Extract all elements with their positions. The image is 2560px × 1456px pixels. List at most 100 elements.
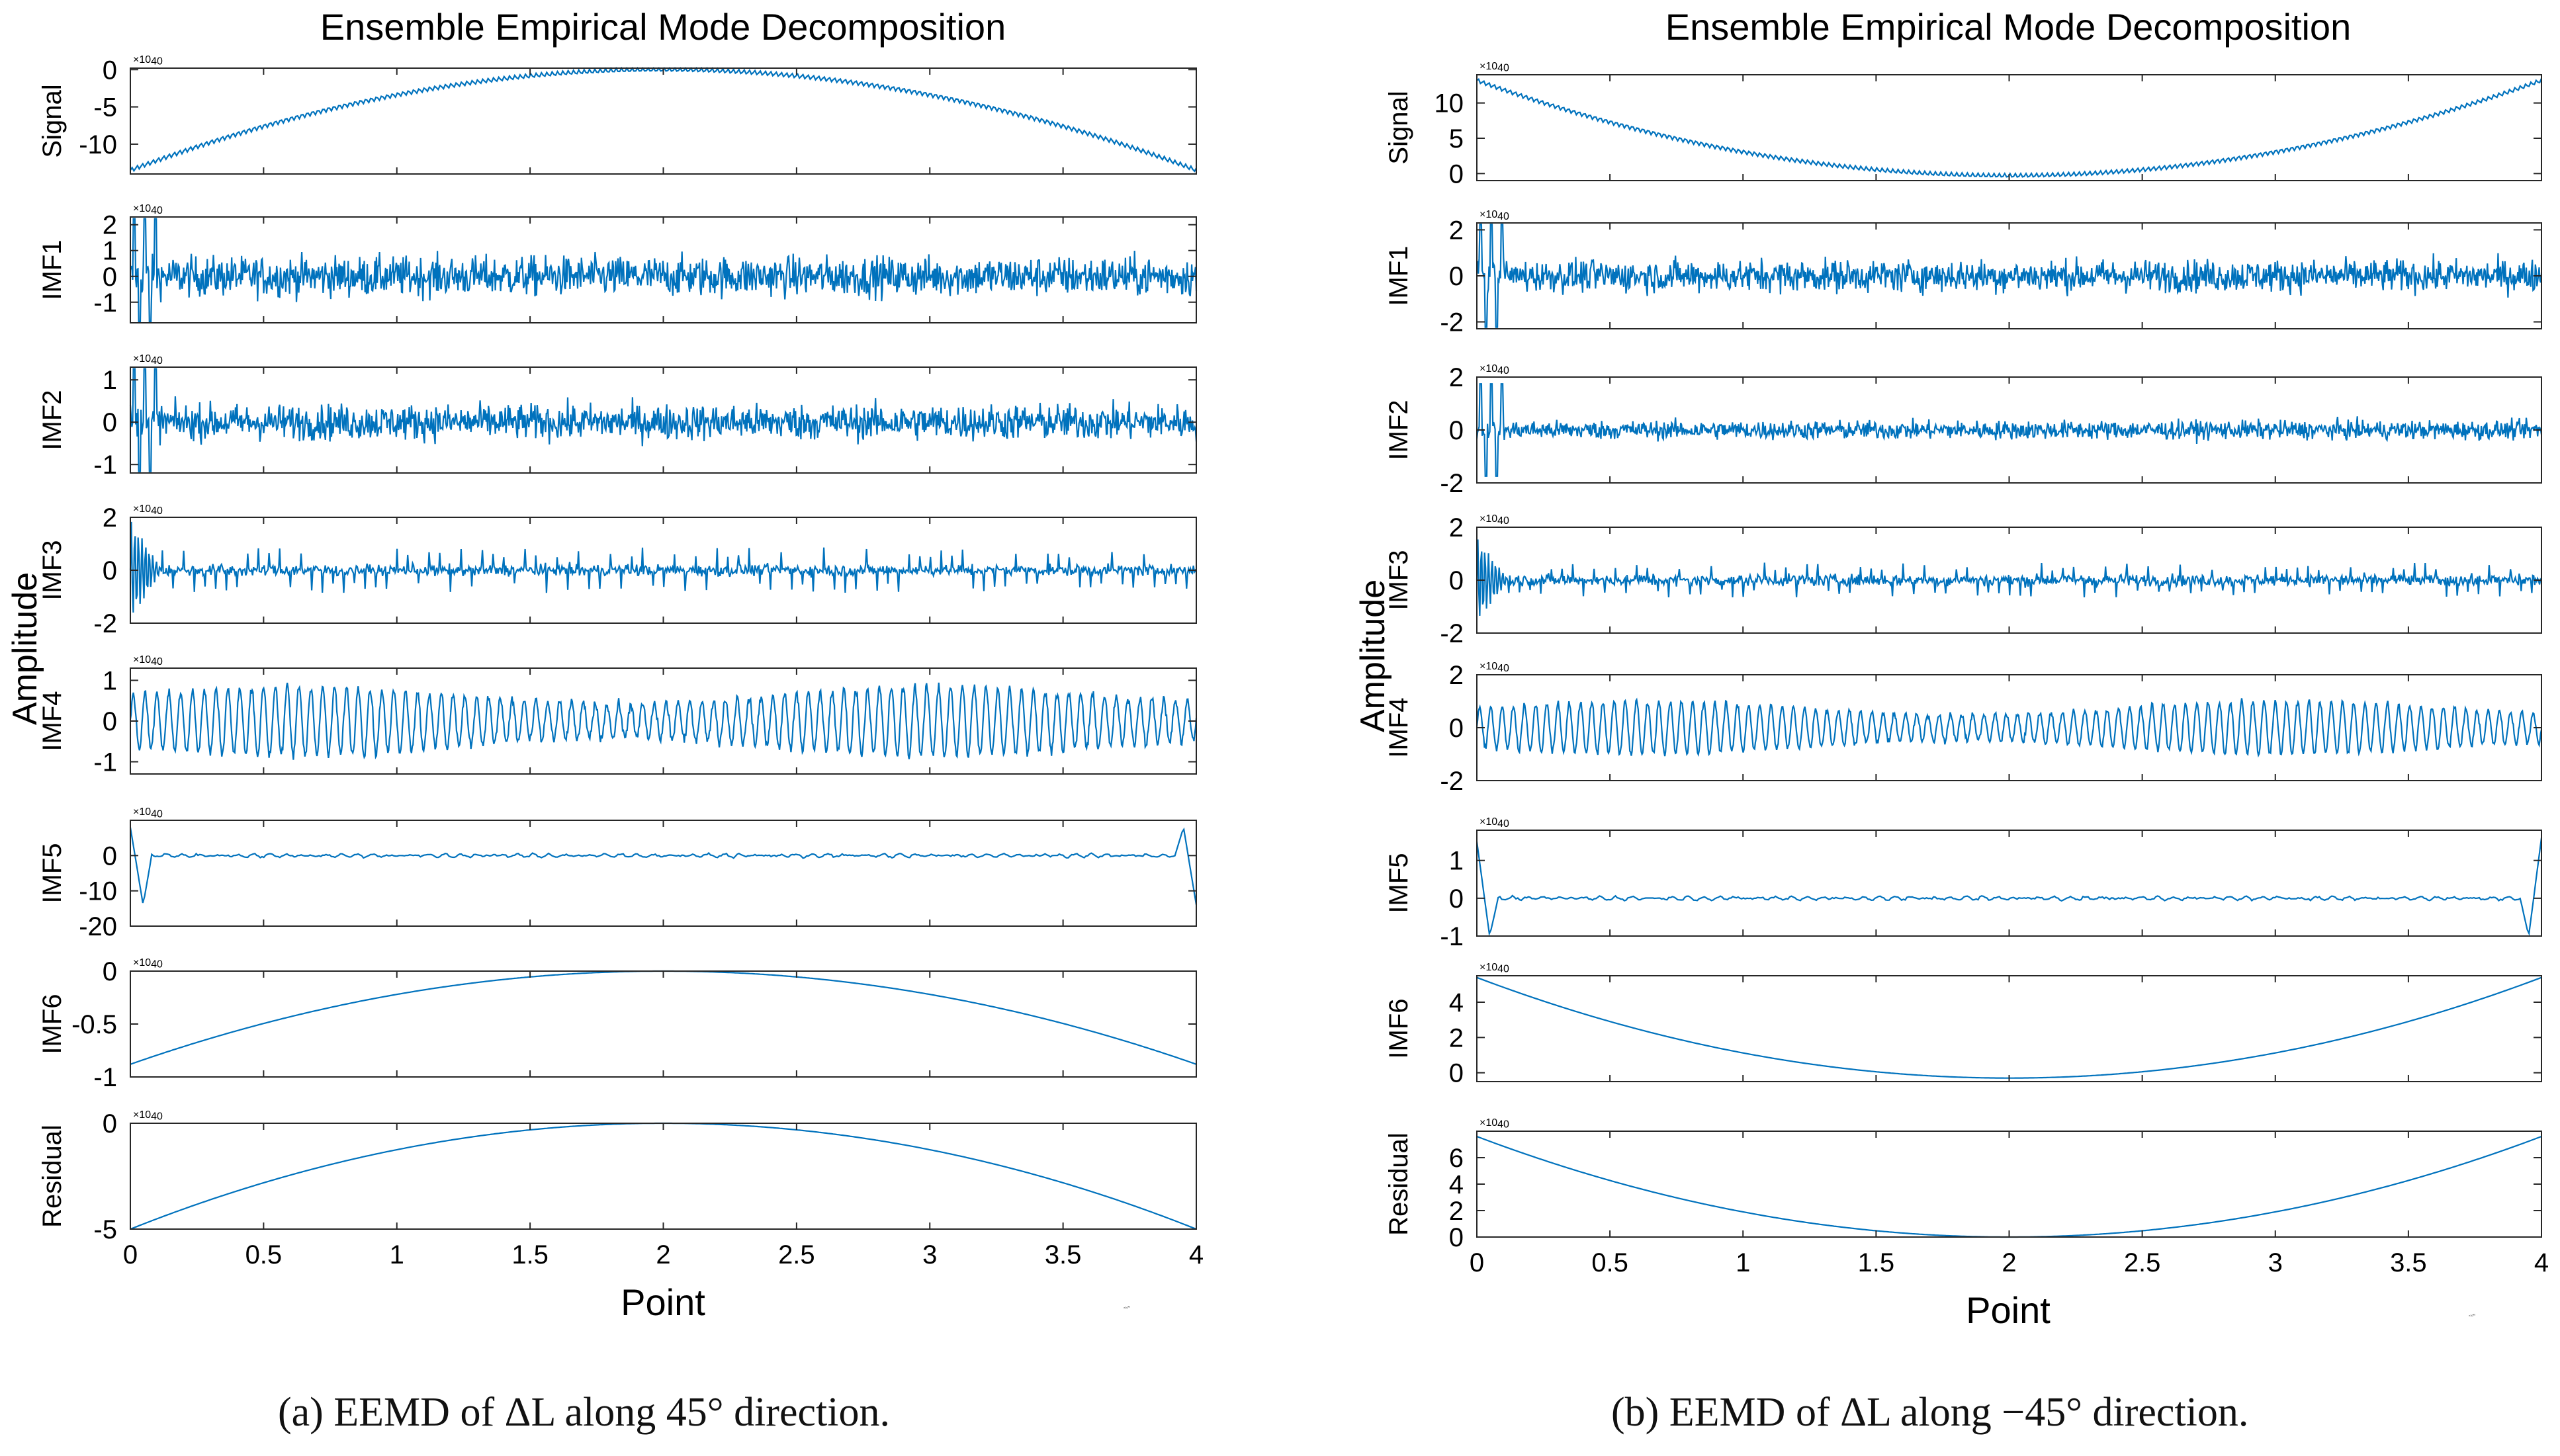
y-tick-label: 0	[1449, 262, 1464, 291]
y-tick-label: 0	[103, 556, 117, 585]
panel-label: IMF3	[38, 540, 67, 600]
y-tick-label: 2	[1449, 216, 1464, 245]
x-tick-label: 3.5	[1045, 1240, 1082, 1269]
series-line-imf1	[1476, 224, 2543, 328]
series-line-imf4	[1476, 697, 2543, 758]
series-line-imf6	[1476, 976, 2542, 1079]
panel-label: Residual	[38, 1125, 67, 1228]
caption-b: (b) EEMD of ΔL along −45° direction.	[1611, 1390, 2249, 1435]
panel-label: IMF1	[1384, 245, 1413, 306]
series-line-signal	[1476, 78, 2543, 178]
y-tick-label: 0	[103, 1109, 117, 1138]
y-exponent-label: ×1040	[1479, 1117, 1509, 1131]
panel-label: Residual	[1384, 1133, 1413, 1236]
y-tick-label: -5	[93, 93, 117, 122]
y-tick-label: 2	[1449, 363, 1464, 392]
series-line-signal	[130, 66, 1197, 173]
panel-label: Signal	[38, 84, 67, 157]
y-axis-label: Amplitude	[1354, 579, 1392, 732]
x-tick-label: 2.5	[778, 1240, 815, 1269]
y-tick-label: 0	[1449, 566, 1464, 595]
panel-label: Signal	[1384, 91, 1413, 164]
y-tick-label: 2	[103, 211, 117, 240]
panel-frame	[1476, 1131, 2542, 1238]
x-tick-label: 2	[2002, 1248, 2016, 1277]
x-tick-label: 2.5	[2124, 1248, 2161, 1277]
y-exponent-label: ×1040	[1479, 61, 1509, 74]
series-line-residual	[130, 1122, 1197, 1230]
chart-a: Ensemble Empirical Mode Decomposition Amp…	[6, 6, 1204, 1323]
y-tick-label: 5	[1449, 124, 1464, 153]
panel-label: IMF1	[38, 239, 67, 300]
y-tick-label: -1	[93, 1063, 117, 1092]
y-exponent-label: ×1040	[133, 957, 163, 970]
series-line-imf3	[129, 521, 1198, 613]
y-tick-label: -5	[93, 1215, 117, 1244]
y-tick-label: 2	[1449, 1197, 1464, 1226]
x-tick-label: 0.5	[245, 1240, 283, 1269]
y-tick-label: 0	[103, 707, 117, 736]
y-tick-label: 1	[103, 366, 117, 395]
y-exponent-label: ×1040	[133, 54, 163, 67]
y-tick-label: -10	[79, 877, 117, 906]
y-tick-label: -2	[1440, 619, 1464, 648]
x-tick-label: 1.5	[1858, 1248, 1895, 1277]
caption-a: (a) EEMD of ΔL along 45° direction.	[278, 1390, 890, 1435]
panel-frame	[130, 67, 1197, 175]
y-tick-label: 4	[1449, 1170, 1464, 1199]
panel-label: IMF2	[38, 390, 67, 450]
x-tick-label: 0.5	[1591, 1248, 1628, 1277]
y-tick-label: 0	[1449, 416, 1464, 445]
series-line-imf2	[129, 368, 1198, 472]
y-tick-label: 0	[103, 263, 117, 292]
x-tick-label: 3.5	[2390, 1248, 2427, 1277]
series-line-residual	[1476, 1135, 2542, 1238]
y-tick-label: -2	[93, 609, 117, 638]
y-tick-label: 0	[103, 841, 117, 871]
x-tick-label: 1	[1736, 1248, 1750, 1277]
y-tick-label: 6	[1449, 1144, 1464, 1173]
y-tick-label: 10	[1434, 89, 1464, 118]
y-tick-label: -1	[93, 450, 117, 480]
series-line-imf5	[1476, 837, 2543, 937]
y-tick-label: 2	[1449, 661, 1464, 690]
panel-imf6: -1 -0.5 0 ×1040 IMF6	[38, 957, 1197, 1092]
y-exponent-label: ×1040	[1479, 363, 1509, 376]
y-tick-label: 1	[103, 666, 117, 695]
y-exponent-label: ×1040	[133, 806, 163, 820]
x-tick-label: 0	[1470, 1248, 1484, 1277]
x-axis-label: Point	[1966, 1289, 2051, 1331]
x-tick-label: 4	[2534, 1248, 2549, 1277]
panel-frame	[130, 970, 1197, 1078]
panel-imf5: -1 0 1 ×1040 IMF5	[1384, 816, 2543, 951]
y-tick-label: 2	[1449, 1023, 1464, 1052]
x-tick-label: 3	[2268, 1248, 2283, 1277]
y-tick-label: -2	[1440, 308, 1464, 337]
chart-title: Ensemble Empirical Mode Decomposition	[320, 6, 1006, 48]
panel-frame	[1476, 830, 2542, 937]
y-tick-label: -1	[93, 748, 117, 777]
panel-imf2: -2 0 2 ×1040 IMF2	[1384, 363, 2543, 498]
y-exponent-label: ×1040	[1479, 209, 1509, 222]
x-tick-label: 1.5	[511, 1240, 549, 1269]
y-tick-label: -10	[79, 130, 117, 159]
panel-imf1: -2 0 2 ×1040 IMF1	[1384, 209, 2543, 337]
y-tick-label: -1	[1440, 922, 1464, 951]
panel-imf4: -1 0 1 ×1040 IMF4	[38, 654, 1198, 777]
panel-label: IMF5	[1384, 853, 1413, 913]
y-tick-label: 0	[1449, 714, 1464, 743]
panel-residual: -5 0 ×1040 Residual	[38, 1109, 1197, 1244]
panel-label: IMF4	[1384, 697, 1413, 757]
x-tick-label: 2	[656, 1240, 670, 1269]
y-exponent-label: ×1040	[1479, 962, 1509, 975]
y-tick-label: -0.5	[71, 1010, 117, 1039]
y-exponent-label: ×1040	[1479, 816, 1509, 830]
y-tick-label: 0	[1449, 884, 1464, 914]
y-axis-label: Amplitude	[6, 572, 44, 725]
panel-label: IMF4	[38, 691, 67, 751]
y-tick-label: -20	[79, 912, 117, 941]
series-line-imf4	[129, 682, 1198, 760]
